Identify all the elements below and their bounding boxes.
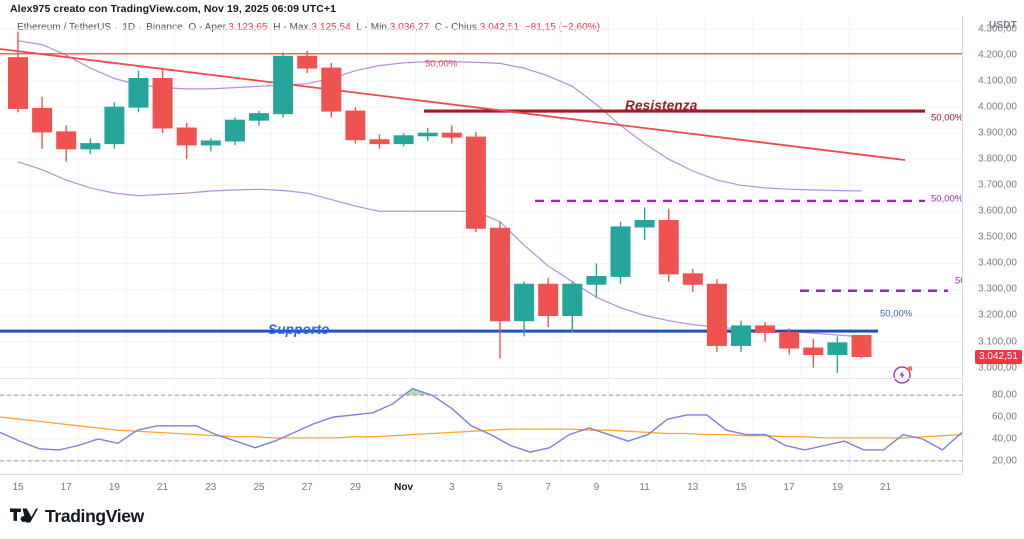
price-axis-tick: 3.500,00 [978,231,1017,243]
price-axis-tick: 4.000,00 [978,101,1017,113]
tradingview-mark-icon [10,508,38,523]
current-price-badge: 3.042,51 [975,349,1022,364]
price-axis-tick: 3.400,00 [978,257,1017,269]
legend-exchange[interactable]: Binance [146,22,183,33]
price-axis-tick: 3.100,00 [978,336,1017,348]
alert-badge[interactable] [892,363,914,385]
legend-change: −81,15 (−2,60%) [524,22,600,33]
rsi-chart-svg [0,382,962,474]
time-axis-tick: 19 [108,482,120,493]
fib-resistance-label: 50,00% [931,112,964,124]
price-axis[interactable]: USDT 4.300,00 4.200,00 4.100,00 4.000,00 3.9… [962,16,1024,474]
legend-interval[interactable]: 1D [122,22,136,33]
time-axis-tick: 15 [735,482,747,493]
tradingview-logo: TradingView [10,508,144,526]
axis-unit-label: USDT [988,20,1017,31]
price-axis-tick: 3.300,00 [978,283,1017,295]
legend-high-label: H - Max. [273,22,312,33]
time-axis[interactable]: 15 17 19 21 23 25 27 29 Nov 3 5 7 9 11 13 15 17 19 21 [0,474,962,501]
tradingview-wordmark: TradingView [45,506,144,527]
legend-close-label: C - Chius. [434,22,480,33]
lightning-circle-icon[interactable] [892,363,914,385]
time-axis-tick: 7 [545,482,551,493]
time-axis-tick: 5 [497,482,503,493]
price-axis-tick: 3.800,00 [978,153,1017,165]
time-axis-tick: 13 [687,482,699,493]
legend-open-label: O - Aper. [188,22,229,33]
time-axis-tick: 25 [253,482,265,493]
pane-divider [0,378,962,379]
time-axis-tick: 17 [60,482,72,493]
price-axis-tick: 4.200,00 [978,49,1017,61]
time-axis-tick: 23 [205,482,217,493]
price-axis-tick: 4.300,00 [978,23,1017,35]
time-axis-tick: 29 [349,482,361,493]
time-axis-tick: 9 [593,482,600,493]
support-annotation: Supporto [268,322,330,337]
fib-purple-cut-label: 50 [955,275,966,287]
legend-high-value: 3.125,54 [311,22,351,33]
time-axis-tick: 3 [449,482,455,493]
legend-open-value: 3.123,65 [228,22,268,33]
time-axis-tick: 17 [783,482,795,493]
resistance-annotation: Resistenza [625,98,698,113]
price-pane[interactable] [0,16,962,378]
time-axis-tick: Nov [394,482,414,493]
legend-close-value: 3.042,51 [479,22,520,33]
time-axis-tick: 21 [157,482,169,493]
time-axis-tick: 11 [639,482,650,493]
rsi-axis-tick: 80,00 [991,389,1017,401]
legend-low-value: 3.036,27 [389,22,430,33]
rsi-pane[interactable] [0,382,962,474]
price-axis-tick: 3.700,00 [978,179,1017,191]
time-axis-tick: 19 [831,482,843,493]
time-axis-tick: 27 [301,482,313,493]
rsi-axis-tick: 20,00 [991,455,1017,467]
time-axis-tick: 21 [880,482,892,493]
price-axis-tick: 3.000,00 [978,362,1017,374]
chart-legend[interactable]: Ethereum / TetherUS · 1D · Binance O - A… [17,22,600,33]
price-axis-tick: 3.900,00 [978,127,1017,139]
attribution-text: Alex975 creato con TradingView.com, Nov … [10,3,337,15]
price-axis-tick: 3.200,00 [978,309,1017,321]
fib-top-label: 50,00% [425,58,458,70]
rsi-axis-tick: 60,00 [991,411,1017,423]
price-axis-tick: 3.600,00 [978,205,1017,217]
price-chart-svg [0,16,962,378]
fib-purple-label: 50,00% [931,193,964,205]
legend-symbol[interactable]: Ethereum / TetherUS [17,22,112,33]
time-axis-tick: 15 [12,482,24,493]
rsi-axis-tick: 40,00 [991,433,1017,445]
legend-low-label: L - Min. [356,22,390,33]
price-axis-tick: 4.100,00 [978,75,1017,87]
fib-support-label: 50,00% [880,308,913,320]
